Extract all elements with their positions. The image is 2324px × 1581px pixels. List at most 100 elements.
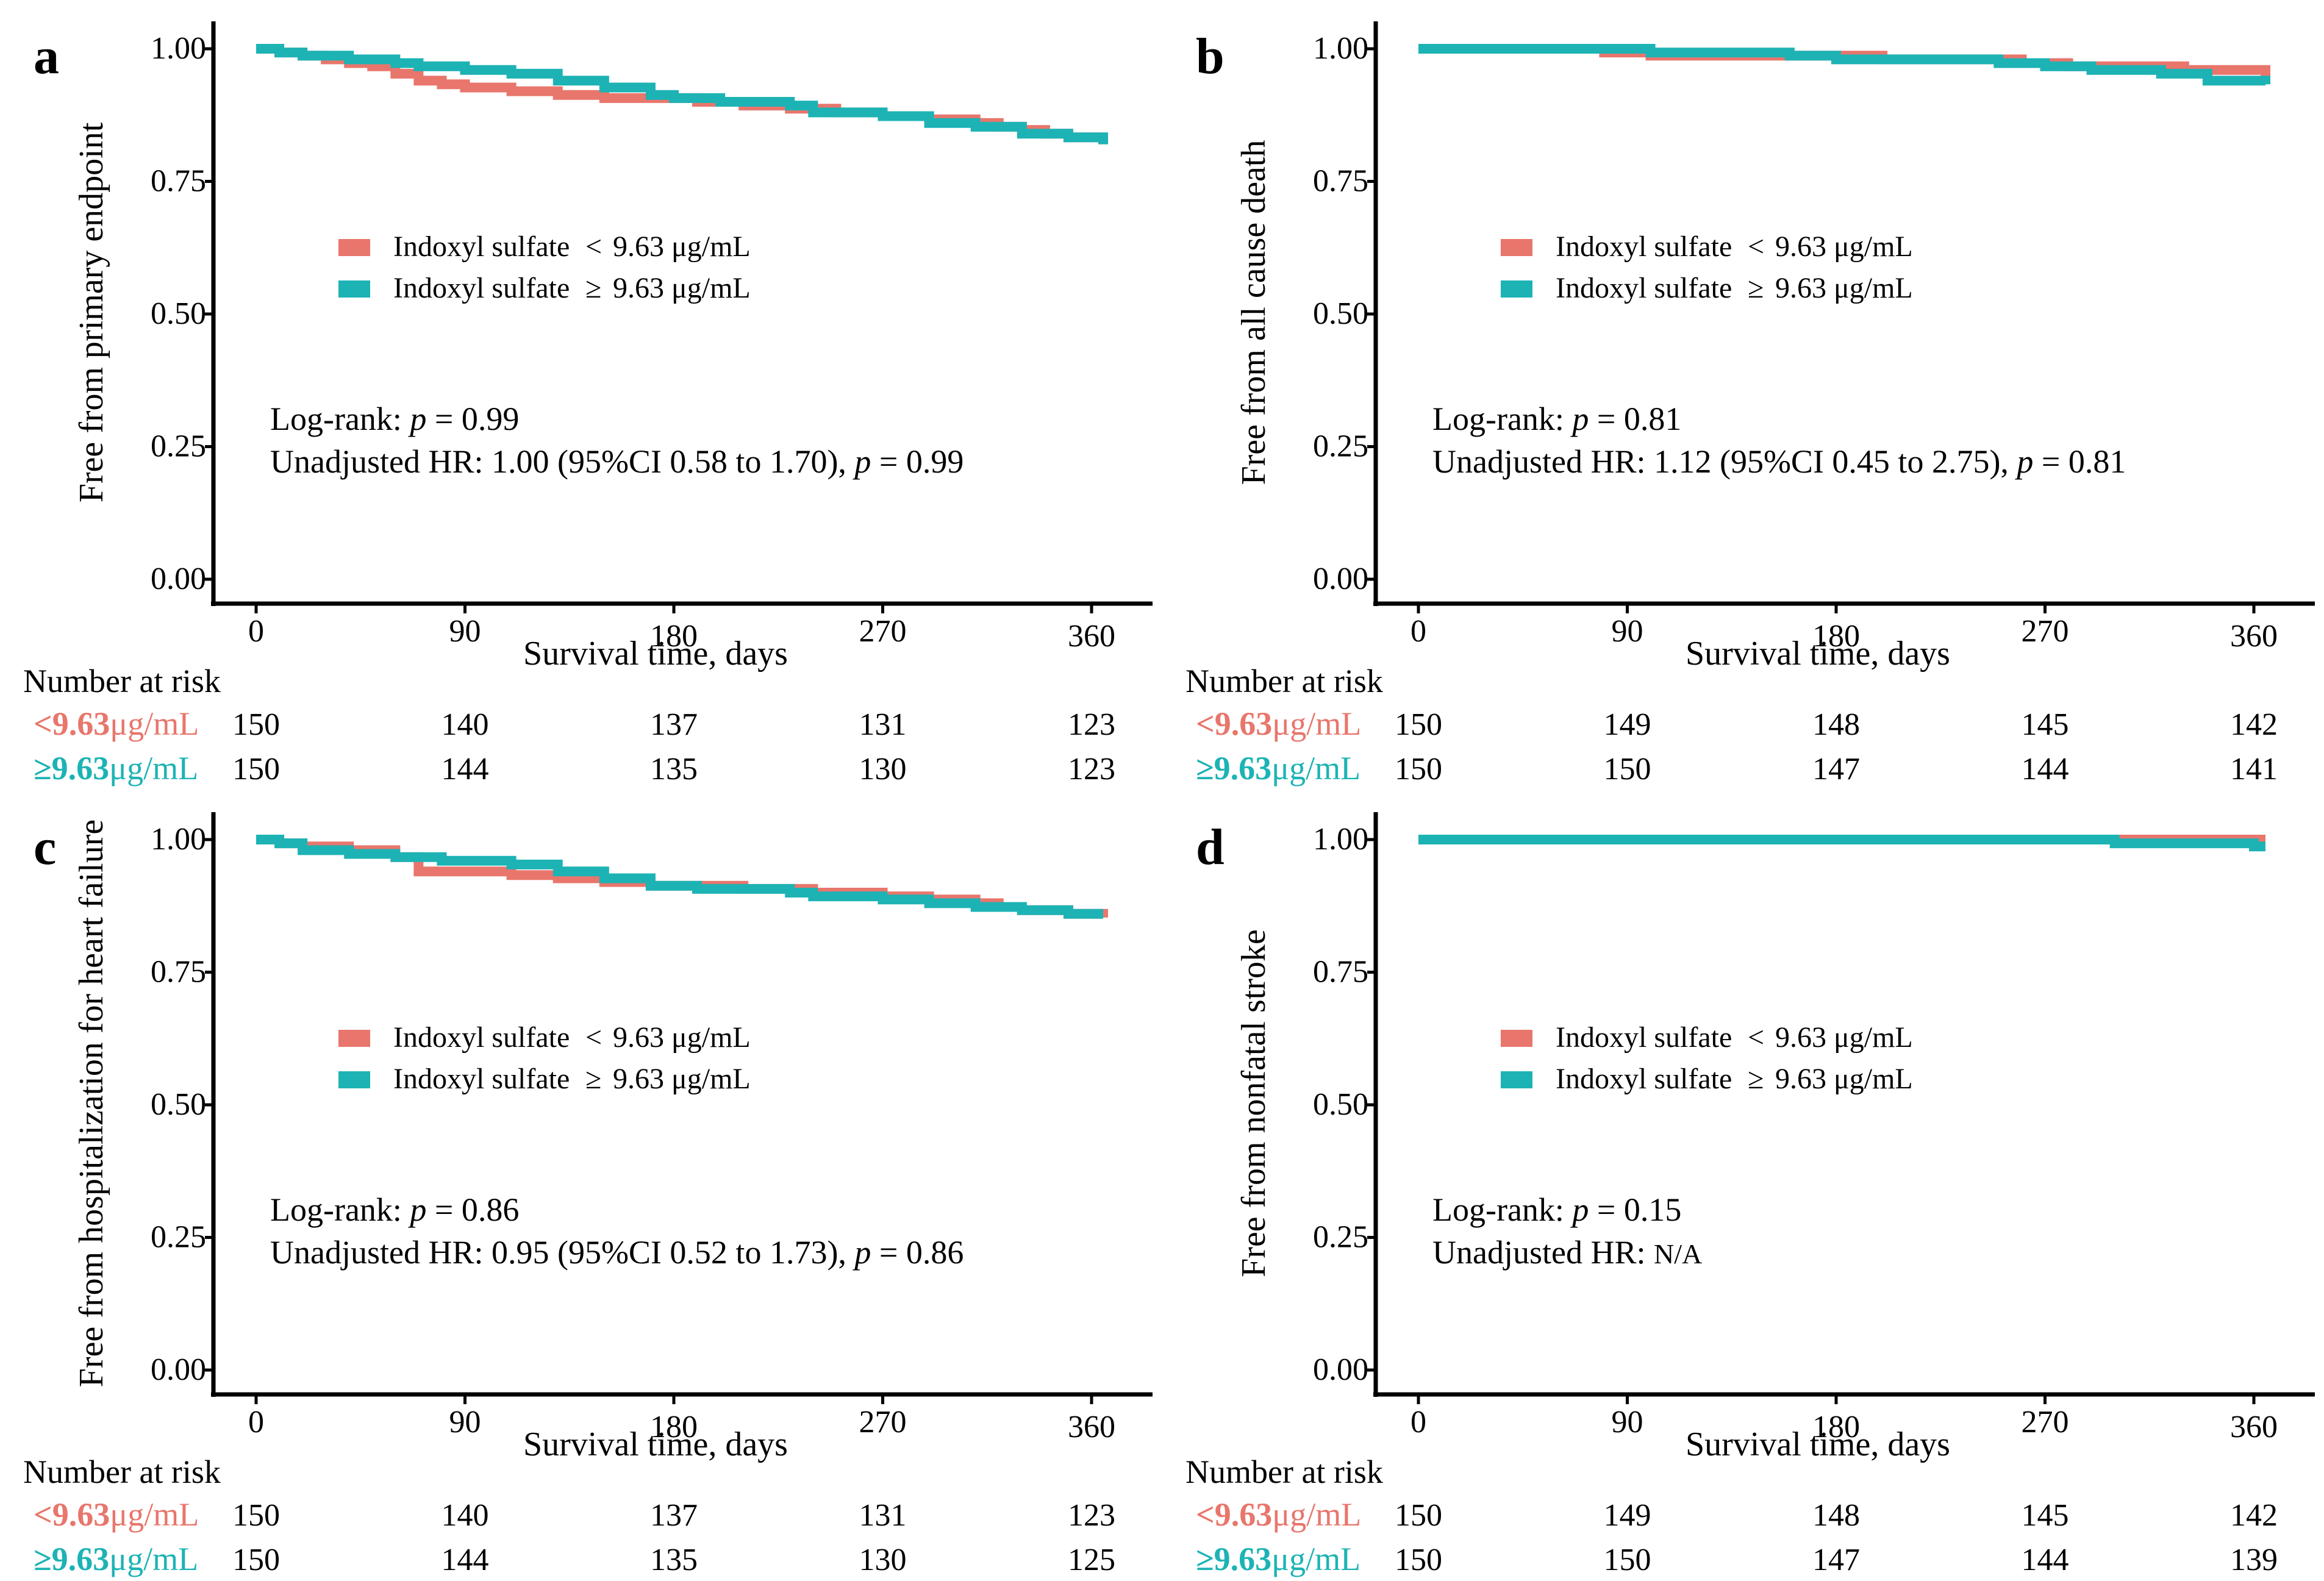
y-tick-label: 0.25 <box>1313 429 1368 464</box>
y-tick-label: 1.00 <box>151 31 206 66</box>
panel-b: b 0.00 0.25 0.50 0.75 1.00 0 90 180 270 360 Surviva… <box>1162 0 2324 790</box>
risk-count: 147 <box>1812 1543 1860 1577</box>
risk-table-title: Number at risk <box>1185 663 1383 699</box>
risk-count: 140 <box>442 707 489 742</box>
y-tick-label: 0.75 <box>1313 164 1368 199</box>
panel-letter: b <box>1196 28 1225 85</box>
legend-operator-low: < <box>1748 1021 1764 1054</box>
y-axis-title: Free from hospitalization for heart fail… <box>73 819 110 1387</box>
risk-count: 144 <box>2022 1543 2069 1577</box>
km-curve-high <box>256 835 1104 919</box>
y-tick-label: 0.00 <box>1313 1352 1368 1387</box>
hr-text: Unadjusted HR: 1.12 (95%CI 0.45 to 2.75)… <box>1432 443 2126 480</box>
y-tick-label: 0.50 <box>151 1087 206 1122</box>
legend-label-high: Indoxyl sulfate <box>393 272 570 304</box>
legend-operator-high: ≥ <box>585 1063 601 1095</box>
risk-count: 148 <box>1812 707 1860 742</box>
y-tick-label: 0.25 <box>1313 1220 1368 1255</box>
x-tick-label: 270 <box>859 1405 907 1440</box>
legend-operator-high: ≥ <box>1748 272 1764 304</box>
logrank-text: Log-rank: p = 0.86 <box>270 1191 519 1228</box>
legend-label-low: Indoxyl sulfate <box>1556 1021 1732 1054</box>
risk-count: 137 <box>650 707 698 742</box>
y-tick-label: 0.50 <box>1313 296 1368 331</box>
logrank-text: Log-rank: p = 0.15 <box>1432 1191 1681 1228</box>
legend-label-high: Indoxyl sulfate <box>393 1063 570 1095</box>
x-axis-title: Survival time, days <box>523 635 788 673</box>
logrank-text: Log-rank: p = 0.99 <box>270 401 519 437</box>
legend-value-high: 9.63 μg/mL <box>1775 272 1913 304</box>
x-tick-label: 360 <box>1068 1410 1115 1444</box>
panel-letter: c <box>34 819 56 876</box>
y-tick-label: 0.25 <box>151 1220 206 1255</box>
legend-operator-high: ≥ <box>585 272 601 304</box>
hr-text: Unadjusted HR: 0.95 (95%CI 0.52 to 1.73)… <box>270 1234 964 1271</box>
y-axis-title: Free from nonfatal stroke <box>1235 929 1273 1277</box>
x-tick-label: 360 <box>2230 1410 2278 1444</box>
risk-count: 147 <box>1812 752 1860 787</box>
risk-group-label-low: <9.63μg/mL <box>34 1496 199 1533</box>
x-tick-label: 0 <box>248 614 264 649</box>
risk-count: 123 <box>1068 707 1115 742</box>
risk-count: 150 <box>1395 707 1442 742</box>
y-tick-label: 1.00 <box>1313 31 1368 66</box>
hr-text: Unadjusted HR: N/A <box>1432 1234 1702 1271</box>
x-axis-title: Survival time, days <box>523 1426 788 1463</box>
risk-count: 150 <box>232 752 280 787</box>
risk-group-label-high: ≥9.63μg/mL <box>1196 1541 1360 1577</box>
legend-value-high: 9.63 μg/mL <box>613 1063 751 1095</box>
risk-group-label-high: ≥9.63μg/mL <box>34 750 198 787</box>
legend-value-low: 9.63 μg/mL <box>1775 230 1913 263</box>
legend-operator-high: ≥ <box>1748 1063 1764 1095</box>
km-chart-d: d 0.00 0.25 0.50 0.75 1.00 0 90 180 270 360 Surviva… <box>1185 812 2315 1577</box>
risk-table-title: Number at risk <box>1185 1454 1383 1490</box>
hr-text: Unadjusted HR: 1.00 (95%CI 0.58 to 1.70)… <box>270 443 964 480</box>
panel-c: c 0.00 0.25 0.50 0.75 1.00 0 90 180 270 360 Surviva… <box>0 791 1162 1581</box>
risk-count: 148 <box>1812 1498 1860 1533</box>
x-tick-label: 0 <box>1410 1405 1426 1440</box>
y-tick-label: 0.50 <box>151 296 206 331</box>
risk-count: 150 <box>1604 752 1651 787</box>
x-tick-label: 180 <box>650 1410 698 1444</box>
y-tick-label: 0.00 <box>151 1352 206 1387</box>
risk-count: 130 <box>859 1543 907 1577</box>
km-chart-a: a 0.00 0.25 0.50 0.75 1.00 0 90 180 270 360 Surviva… <box>23 21 1153 787</box>
legend-operator-low: < <box>585 1021 602 1054</box>
legend-swatch-high <box>338 280 370 298</box>
panel-letter: d <box>1196 819 1225 876</box>
legend-value-low: 9.63 μg/mL <box>613 230 751 263</box>
legend-label-high: Indoxyl sulfate <box>1556 272 1732 304</box>
risk-count: 135 <box>650 752 698 787</box>
km-curve-high <box>256 44 1109 145</box>
legend-operator-low: < <box>1748 230 1764 263</box>
legend-swatch-low <box>1501 1030 1532 1047</box>
risk-count: 139 <box>2230 1543 2278 1577</box>
x-tick-label: 180 <box>1812 619 1860 654</box>
km-chart-b: b 0.00 0.25 0.50 0.75 1.00 0 90 180 270 360 Surviva… <box>1185 21 2315 787</box>
legend-label-low: Indoxyl sulfate <box>393 230 570 263</box>
km-chart-c: c 0.00 0.25 0.50 0.75 1.00 0 90 180 270 360 Surviva… <box>23 812 1153 1577</box>
legend-swatch-high <box>1501 1071 1532 1088</box>
risk-count: 141 <box>2230 752 2278 787</box>
risk-count: 144 <box>2022 752 2069 787</box>
risk-count: 145 <box>2022 1498 2069 1533</box>
legend-value-high: 9.63 μg/mL <box>1775 1063 1913 1095</box>
y-axis-title: Free from primary endpoint <box>73 122 110 502</box>
x-tick-label: 90 <box>449 614 481 649</box>
risk-count: 135 <box>650 1543 698 1577</box>
x-tick-label: 270 <box>2022 1405 2069 1440</box>
x-tick-label: 180 <box>650 619 698 654</box>
risk-group-label-high: ≥9.63μg/mL <box>34 1541 198 1577</box>
legend-swatch-low <box>338 1030 370 1047</box>
risk-count: 123 <box>1068 752 1115 787</box>
risk-count: 149 <box>1604 707 1651 742</box>
risk-group-label-low: <9.63μg/mL <box>34 705 199 742</box>
risk-count: 137 <box>650 1498 698 1533</box>
risk-count: 150 <box>1395 752 1442 787</box>
y-tick-label: 0.75 <box>151 955 206 990</box>
x-tick-label: 90 <box>1612 614 1643 649</box>
y-tick-label: 0.75 <box>151 164 206 199</box>
legend-swatch-low <box>338 239 370 256</box>
risk-count: 131 <box>859 707 907 742</box>
x-tick-label: 270 <box>859 614 907 649</box>
